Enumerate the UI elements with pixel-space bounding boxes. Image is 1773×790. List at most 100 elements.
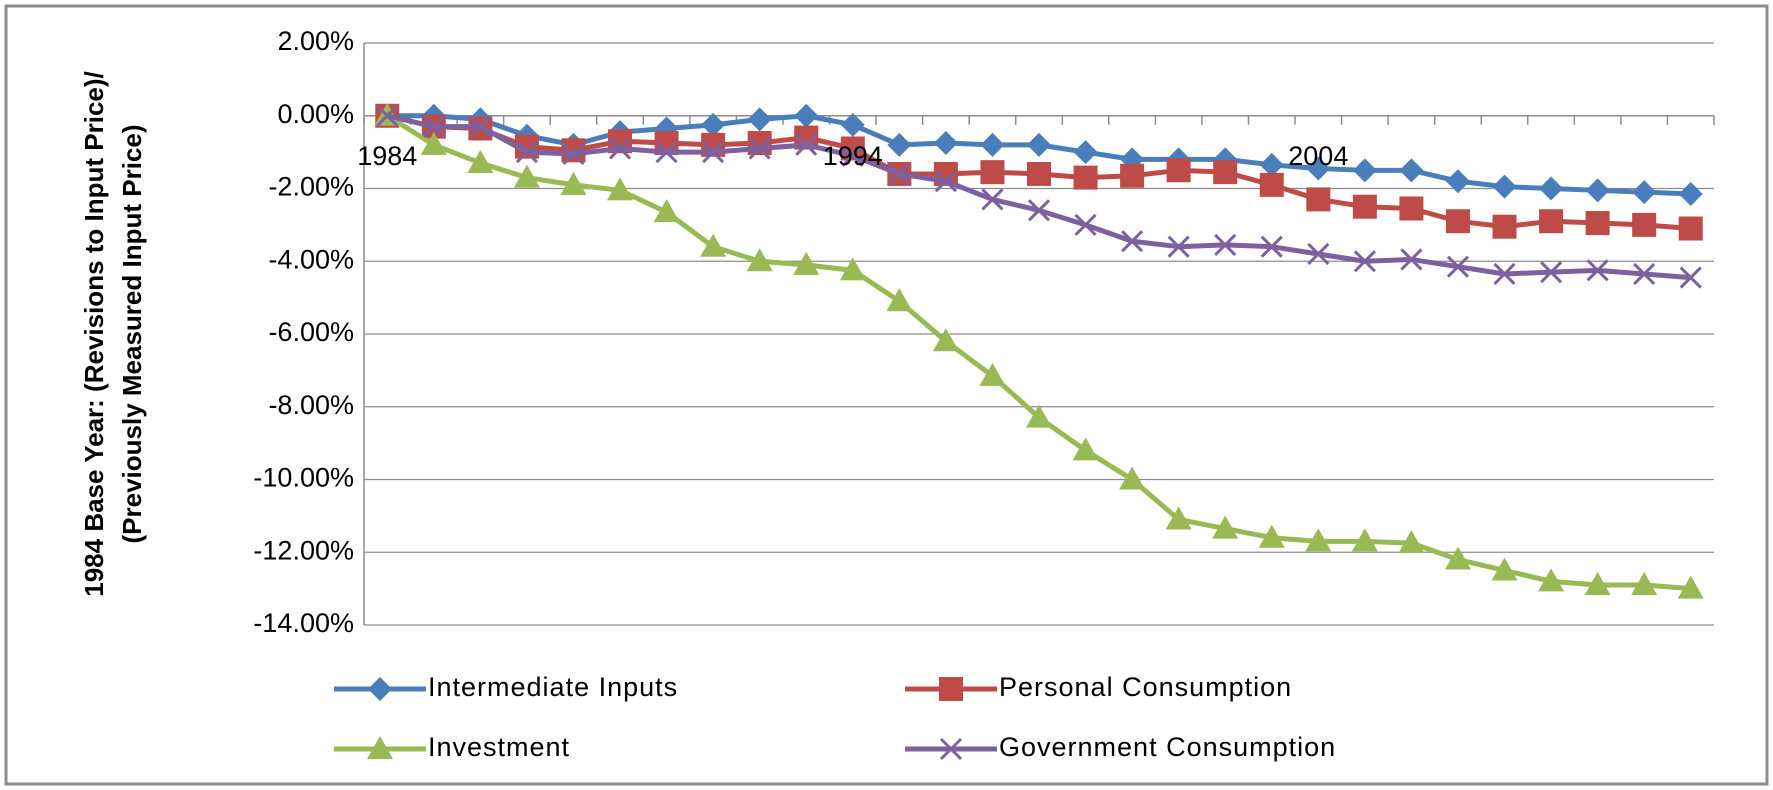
data-point [1678, 181, 1703, 206]
legend-item: Government Consumption [905, 732, 1336, 762]
data-point [1444, 546, 1471, 570]
data-point [1492, 174, 1517, 199]
data-point [607, 177, 634, 201]
data-point [376, 104, 399, 127]
legend-marker [939, 737, 963, 761]
data-point [887, 132, 912, 157]
data-point [1399, 158, 1424, 183]
data-point [469, 115, 492, 138]
y-tick-label: -6.00% [268, 317, 354, 347]
data-point [1353, 250, 1376, 273]
data-point [795, 133, 818, 156]
data-point [1585, 178, 1610, 203]
data-point [1119, 466, 1146, 490]
data-point [1445, 209, 1470, 234]
data-point [980, 132, 1005, 157]
data-point [1259, 152, 1284, 177]
data-point [561, 138, 586, 163]
legend-item: Investment [334, 732, 570, 762]
data-point [932, 328, 959, 352]
data-point [467, 150, 494, 174]
data-point [1306, 187, 1331, 212]
data-point [1074, 213, 1097, 236]
data-point [747, 107, 772, 132]
legend-label: Personal Consumption [999, 672, 1292, 702]
data-point [1072, 437, 1099, 461]
data-point [1399, 196, 1424, 221]
data-point [1027, 161, 1051, 186]
data-point [1165, 506, 1192, 530]
data-point [1167, 235, 1190, 258]
data-point [1631, 571, 1658, 595]
data-point [1120, 163, 1145, 188]
data-point [608, 137, 632, 160]
data-point [1212, 515, 1239, 539]
data-point [701, 112, 726, 137]
data-point [1073, 140, 1098, 165]
data-point [979, 362, 1006, 386]
data-point [1586, 259, 1609, 282]
data-point [1027, 199, 1051, 222]
legend-label: Government Consumption [999, 732, 1336, 762]
y-axis-label: 1984 Base Year: (Revisions to Input Pric… [79, 71, 109, 597]
data-point [1398, 530, 1425, 554]
data-point [1214, 233, 1237, 256]
data-point [1259, 172, 1284, 197]
data-point [886, 288, 913, 312]
data-point [933, 131, 958, 156]
data-point [1213, 160, 1238, 185]
data-point [1026, 404, 1052, 428]
data-point [1445, 169, 1470, 194]
data-point [1258, 524, 1285, 548]
data-point [420, 131, 447, 155]
legend-item: Intermediate Inputs [334, 672, 678, 702]
data-point [1677, 575, 1704, 599]
data-point [1073, 165, 1098, 190]
data-point [422, 115, 445, 138]
y-tick-label: -8.00% [268, 390, 354, 420]
y-tick-label: -14.00% [253, 608, 354, 638]
data-point [1584, 571, 1611, 595]
data-point [1305, 528, 1332, 552]
y-tick-label: -12.00% [253, 535, 354, 565]
data-point [1679, 266, 1702, 289]
data-point [888, 162, 911, 186]
legend-marker [367, 736, 393, 759]
data-point [1352, 194, 1377, 219]
data-point [1632, 180, 1657, 205]
legend-label: Investment [428, 732, 570, 762]
data-point [794, 103, 819, 128]
y-tick-label: 2.00% [277, 26, 354, 56]
data-point [1260, 235, 1283, 258]
y-tick-label: 0.00% [277, 99, 354, 129]
data-point [1540, 261, 1563, 284]
data-point [1493, 262, 1516, 286]
data-point [1351, 528, 1378, 552]
x-tick-label: 2004 [1288, 141, 1348, 171]
data-point [981, 188, 1004, 211]
legend-item: Personal Consumption [905, 672, 1292, 702]
y-tick-label: -2.00% [268, 172, 354, 202]
data-point [513, 164, 540, 188]
data-point [1539, 209, 1564, 234]
data-point [653, 199, 680, 223]
data-point [1121, 230, 1144, 253]
legend-label: Intermediate Inputs [428, 672, 678, 702]
data-point [1352, 158, 1377, 183]
data-point [840, 112, 865, 137]
data-point [1678, 216, 1703, 241]
data-point [560, 171, 587, 195]
data-point [1400, 248, 1423, 271]
data-point [1027, 132, 1051, 157]
data-point [934, 170, 957, 193]
series [374, 102, 1704, 599]
y-tick-label: -4.00% [268, 244, 354, 274]
x-tick-label: 1994 [823, 141, 883, 171]
data-point [1306, 156, 1331, 181]
data-point [1446, 255, 1470, 278]
series [376, 104, 1702, 289]
data-point [1492, 214, 1517, 239]
data-point [1539, 176, 1564, 201]
x-tick-label: 1984 [357, 141, 417, 171]
data-point [1633, 262, 1656, 286]
